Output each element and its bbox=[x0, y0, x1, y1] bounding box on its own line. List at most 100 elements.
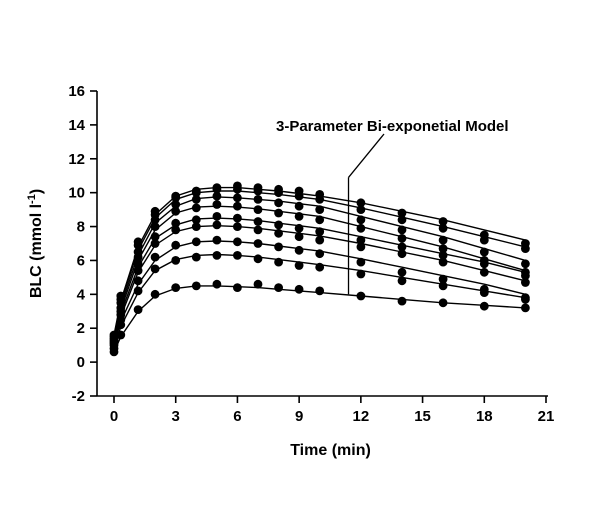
data-point bbox=[274, 228, 283, 238]
data-point bbox=[171, 283, 181, 292]
data-point bbox=[315, 262, 325, 272]
data-point bbox=[253, 186, 263, 196]
x-tick-label: 3 bbox=[172, 408, 180, 425]
data-point bbox=[521, 278, 530, 287]
data-point bbox=[294, 201, 304, 211]
data-point bbox=[521, 303, 530, 313]
data-point bbox=[294, 245, 304, 255]
data-point bbox=[294, 191, 304, 201]
data-point bbox=[150, 252, 160, 262]
data-point bbox=[233, 201, 242, 211]
y-axis-title-superscript: -1 bbox=[26, 194, 38, 204]
data-point bbox=[253, 239, 263, 248]
data-point bbox=[274, 188, 283, 198]
data-point bbox=[479, 247, 489, 257]
data-point bbox=[438, 281, 448, 291]
data-point bbox=[212, 220, 222, 230]
axes: -2 0 2 4 6 8 10 12 14 16 0 3 6 9 12 15 18 21 bbox=[68, 83, 554, 425]
data-point bbox=[274, 198, 283, 208]
data-point bbox=[116, 320, 126, 330]
data-point bbox=[233, 283, 242, 292]
data-point bbox=[521, 259, 530, 269]
y-axis-title-main: BLC (mmol l bbox=[28, 204, 45, 298]
data-point bbox=[150, 215, 160, 225]
data-point bbox=[438, 251, 448, 260]
data-point bbox=[356, 235, 366, 245]
data-point bbox=[315, 227, 325, 237]
data-point bbox=[171, 225, 181, 235]
data-point bbox=[191, 222, 201, 232]
data-point bbox=[274, 220, 283, 230]
data-point bbox=[133, 305, 143, 314]
x-tick-label: 6 bbox=[233, 408, 241, 425]
data-point bbox=[191, 195, 201, 204]
data-point bbox=[253, 195, 263, 204]
y-tick-label: 10 bbox=[68, 185, 85, 202]
data-point bbox=[171, 206, 181, 216]
data-point bbox=[356, 205, 366, 215]
data-point bbox=[521, 244, 530, 254]
data-point bbox=[438, 217, 448, 226]
y-axis-title: BLC (mmol l-1) bbox=[26, 189, 45, 298]
data-points bbox=[109, 181, 530, 357]
data-point bbox=[171, 240, 181, 250]
x-ticks: 0 3 6 9 12 15 18 21 bbox=[110, 396, 554, 425]
data-point bbox=[150, 222, 160, 232]
data-point bbox=[294, 212, 304, 221]
y-axis-title-close: ) bbox=[28, 189, 45, 194]
data-point bbox=[191, 252, 201, 262]
x-tick-label: 0 bbox=[110, 408, 118, 425]
data-point bbox=[133, 286, 143, 296]
y-tick-label: 14 bbox=[68, 117, 85, 134]
data-point bbox=[294, 232, 304, 242]
data-point bbox=[150, 289, 160, 299]
x-tick-label: 12 bbox=[353, 408, 370, 425]
data-point bbox=[191, 237, 201, 247]
data-point bbox=[438, 244, 448, 254]
annotation: 3-Parameter Bi-exponetial Model bbox=[276, 118, 509, 295]
annotation-pointer-leader bbox=[348, 133, 385, 178]
data-point bbox=[212, 184, 222, 194]
data-point bbox=[479, 288, 489, 297]
data-point bbox=[438, 298, 448, 308]
data-point bbox=[171, 256, 181, 265]
data-point bbox=[356, 269, 366, 279]
data-point bbox=[356, 257, 366, 267]
data-point bbox=[315, 215, 325, 225]
data-point bbox=[438, 257, 448, 267]
y-tick-label: -2 bbox=[72, 388, 85, 405]
data-point bbox=[133, 259, 143, 269]
data-point bbox=[212, 212, 222, 221]
data-point bbox=[294, 223, 304, 233]
data-point bbox=[479, 259, 489, 269]
data-point bbox=[479, 267, 489, 277]
data-point bbox=[171, 218, 181, 228]
y-tick-label: 0 bbox=[77, 354, 85, 371]
y-tick-label: 6 bbox=[77, 252, 85, 269]
data-point bbox=[397, 296, 407, 306]
data-point bbox=[212, 279, 222, 289]
data-point bbox=[397, 276, 407, 286]
data-point bbox=[253, 205, 263, 215]
data-point bbox=[294, 284, 304, 294]
data-point bbox=[212, 251, 222, 260]
data-point bbox=[356, 223, 366, 233]
annotation-label: 3-Parameter Bi-exponetial Model bbox=[276, 118, 509, 135]
data-point bbox=[133, 252, 143, 262]
data-point bbox=[356, 215, 366, 225]
data-point bbox=[212, 191, 222, 201]
data-point bbox=[150, 264, 160, 274]
y-ticks: -2 0 2 4 6 8 10 12 14 16 bbox=[68, 83, 97, 405]
data-point bbox=[521, 295, 530, 304]
data-point bbox=[191, 203, 201, 213]
data-point bbox=[253, 225, 263, 235]
data-point bbox=[315, 195, 325, 204]
data-point bbox=[397, 208, 407, 218]
data-point bbox=[397, 267, 407, 277]
data-point bbox=[171, 200, 181, 209]
data-point bbox=[397, 242, 407, 252]
y-tick-label: 4 bbox=[77, 286, 86, 303]
model-curve-9 bbox=[113, 285, 526, 353]
data-point bbox=[233, 213, 242, 223]
